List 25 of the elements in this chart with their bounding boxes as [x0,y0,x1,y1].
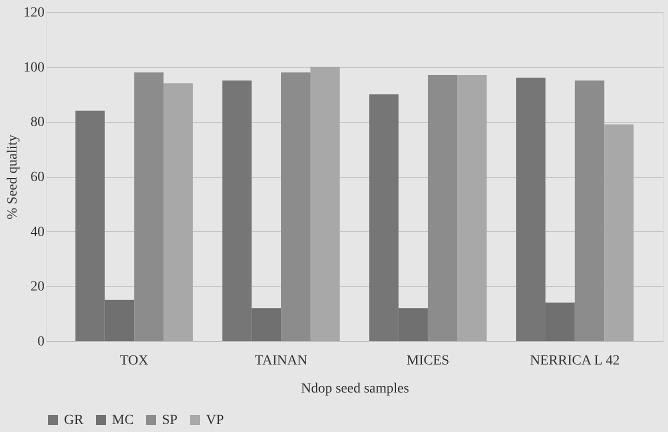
y-axis-title: % Seed quality [6,134,20,220]
legend-label: GR [64,413,84,428]
legend-label: SP [162,413,178,428]
y-tick-label: 40 [30,224,44,240]
y-tick-label: 100 [24,60,44,76]
bar [164,83,193,341]
bar [457,75,487,341]
x-axis-title: Ndop seed samples [300,382,410,396]
y-tick-label: 20 [30,280,44,295]
bar [604,124,634,341]
bar [310,66,340,341]
x-tick-label: NERRICA L 42 [530,354,620,368]
legend-label: VP [206,413,224,428]
bar [574,80,604,341]
x-tick-label: TOX [120,354,148,368]
bar [281,72,310,341]
y-tick-label: 0 [38,334,44,350]
x-tick-label: MICES [406,354,450,368]
x-tick-label: TAINAN [254,354,308,368]
y-tick-label: 60 [30,170,44,185]
bar [428,75,458,341]
legend-label: MC [112,413,134,428]
y-tick-label: 120 [24,6,44,20]
bar [134,72,164,341]
y-tick-label: 80 [30,115,44,130]
